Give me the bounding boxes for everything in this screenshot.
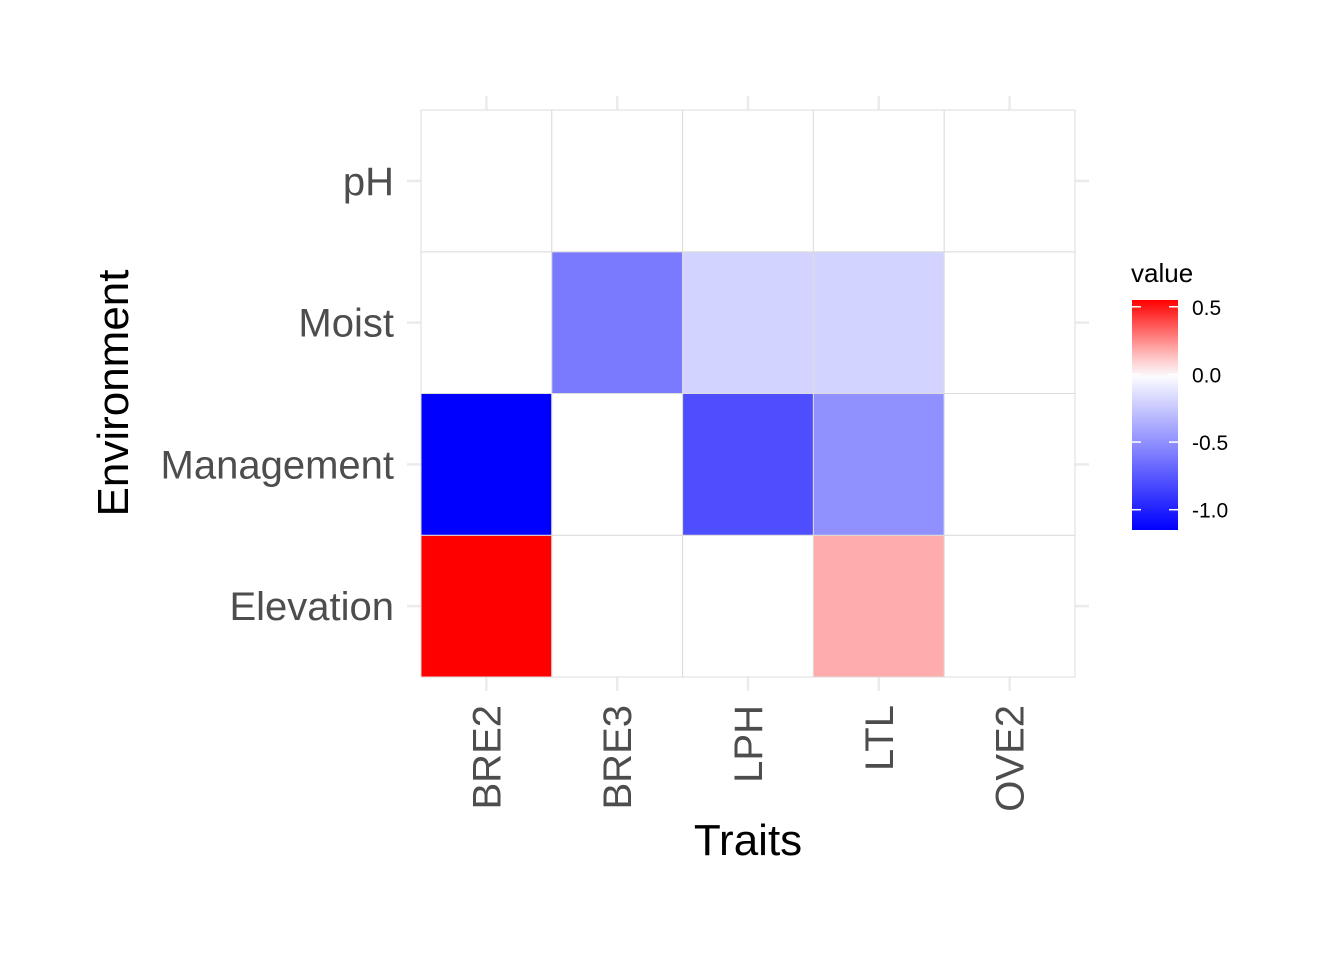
heatmap-cells [420,109,1076,678]
heatmap-cell-elevation-bre2 [420,534,553,678]
y-tick-label: Management [161,443,394,487]
legend-ticks: 0.5 0.0 -0.5 -1.0 [1132,297,1228,523]
x-axis-ticks: BRE2 BRE3 LPH LTL OVE2 [465,705,1032,812]
y-tick-label: Elevation [229,585,394,629]
heatmap-cell-ph-bre2 [420,109,553,253]
x-tick-label: BRE3 [596,705,640,810]
heatmap-cell-management-lph [682,393,814,536]
color-legend: value 0.5 0.0 -0.5 -1.0 [1131,258,1228,530]
y-tick-label: pH [343,160,394,204]
heatmap-cell-management-ltl [812,393,945,536]
legend-color-bar [1132,300,1178,530]
x-tick-label: OVE2 [989,705,1033,812]
legend-tick-label: 0.5 [1192,297,1221,320]
heatmap-cell-moist-ltl [812,251,945,394]
heatmap-cell-elevation-lph [682,534,814,678]
heatmap-cell-ph-bre3 [551,109,684,253]
heatmap-cell-elevation-ove2 [943,534,1076,678]
x-axis-title: Traits [694,816,802,865]
x-tick-label: LPH [727,705,771,783]
heatmap-cell-management-bre3 [551,393,684,536]
heatmap-cell-moist-bre2 [420,251,553,394]
legend-tick-label: -0.5 [1192,432,1228,455]
y-tick-label: Moist [298,302,394,346]
y-axis-title: Environment [89,269,138,516]
heatmap-cell-moist-ove2 [943,251,1076,394]
heatmap-cell-ph-lph [682,109,814,253]
legend-title: value [1131,258,1193,288]
x-tick-label: BRE2 [465,705,509,810]
heatmap-cell-management-ove2 [943,393,1076,536]
x-tick-label: LTL [858,705,902,771]
heatmap-cell-moist-lph [682,251,814,394]
heatmap-cell-elevation-bre3 [551,534,684,678]
heatmap-cell-ph-ltl [812,109,945,253]
heatmap-cell-elevation-ltl [812,534,945,678]
heatmap-cell-management-bre2 [420,393,553,536]
y-axis-ticks: Elevation Management Moist pH [161,160,394,629]
heatmap-cell-moist-bre3 [551,251,684,394]
legend-tick-label: -1.0 [1192,500,1228,523]
legend-tick-label: 0.0 [1192,364,1221,387]
heatmap-cell-ph-ove2 [943,109,1076,253]
